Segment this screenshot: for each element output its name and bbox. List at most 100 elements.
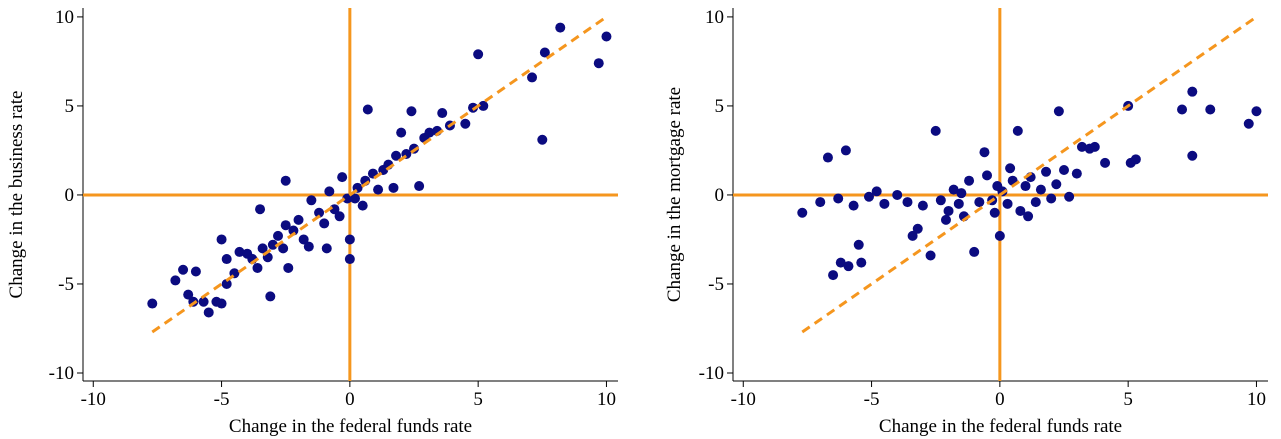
point (1015, 205, 1026, 216)
point (303, 241, 314, 252)
point (1046, 193, 1057, 204)
point (1064, 191, 1075, 202)
y-tick-label: -5 (708, 274, 724, 295)
point (321, 243, 332, 254)
point (478, 100, 489, 111)
point (555, 22, 566, 33)
point (1041, 166, 1052, 177)
point (833, 193, 844, 204)
point (1177, 104, 1188, 115)
point (406, 106, 417, 117)
point (879, 198, 890, 209)
x-tick-label: 10 (1247, 389, 1266, 410)
point (373, 184, 384, 195)
x-axis-label: Change in the federal funds rate (229, 416, 472, 437)
panel: -10 -5 0 5 10 -10 -5 0 5 10 Change in the federal … (664, 7, 1268, 437)
x-tick-label: -5 (214, 389, 230, 410)
point (1030, 197, 1041, 208)
point (989, 207, 1000, 218)
point (198, 296, 209, 307)
point (257, 243, 268, 254)
y-axis-label: Change in the business rate (6, 91, 27, 299)
point (342, 193, 353, 204)
point (943, 205, 954, 216)
point (902, 197, 913, 208)
point (974, 197, 985, 208)
point (190, 266, 201, 277)
point (344, 234, 355, 245)
x-tick-label: 5 (1123, 389, 1133, 410)
point (314, 207, 325, 218)
point (252, 262, 263, 273)
panel: -10 -5 0 5 10 -10 -5 0 5 10 Change in the federal … (6, 7, 618, 437)
point (537, 134, 548, 145)
point (319, 218, 330, 229)
x-tick-label: 10 (597, 389, 616, 410)
point (601, 31, 612, 42)
point (863, 191, 874, 202)
point (930, 125, 941, 136)
point (1023, 211, 1034, 222)
point (1012, 125, 1023, 136)
point (982, 170, 993, 181)
point (1053, 106, 1064, 117)
x-tick-label: 0 (995, 389, 1005, 410)
point (437, 108, 448, 119)
point (940, 214, 951, 225)
point (948, 184, 959, 195)
point (344, 254, 355, 265)
point (460, 118, 471, 129)
y-tick-label: -10 (699, 363, 724, 384)
point (935, 195, 946, 206)
point (815, 197, 826, 208)
point (278, 243, 289, 254)
point (362, 104, 373, 115)
point (1205, 104, 1216, 115)
x-tick-label: -10 (81, 389, 106, 410)
point (424, 127, 435, 138)
point (1130, 154, 1141, 165)
y-tick-label: 0 (65, 185, 75, 206)
point (1005, 163, 1016, 174)
point (329, 204, 340, 215)
point (349, 193, 360, 204)
point (853, 239, 864, 250)
point (797, 207, 808, 218)
point (147, 298, 158, 309)
point (473, 49, 484, 60)
point (925, 250, 936, 261)
x-tick-label: 0 (345, 389, 355, 410)
point (1089, 141, 1100, 152)
point (822, 152, 833, 163)
x-tick-label: -10 (731, 389, 756, 410)
y-tick-label: 10 (55, 7, 74, 28)
point (391, 150, 402, 161)
point (265, 291, 276, 302)
point (298, 234, 309, 245)
y-tick-label: 5 (715, 96, 725, 117)
y-tick-label: 0 (715, 185, 725, 206)
point (1002, 198, 1013, 209)
point (280, 220, 291, 231)
fit-line (801, 15, 1258, 334)
point (871, 186, 882, 197)
point (1020, 181, 1031, 192)
point (216, 298, 227, 309)
point (283, 262, 294, 273)
point (183, 289, 194, 300)
point (912, 223, 923, 234)
y-tick-label: 10 (705, 7, 724, 28)
point (539, 47, 550, 58)
point (170, 275, 181, 286)
point (1187, 86, 1198, 97)
y-tick-label: -10 (49, 363, 74, 384)
point (273, 230, 284, 241)
point (1076, 141, 1087, 152)
point (953, 198, 964, 209)
point (1071, 168, 1082, 179)
point (288, 225, 299, 236)
point (221, 278, 232, 289)
point (357, 200, 368, 211)
point (969, 246, 980, 257)
